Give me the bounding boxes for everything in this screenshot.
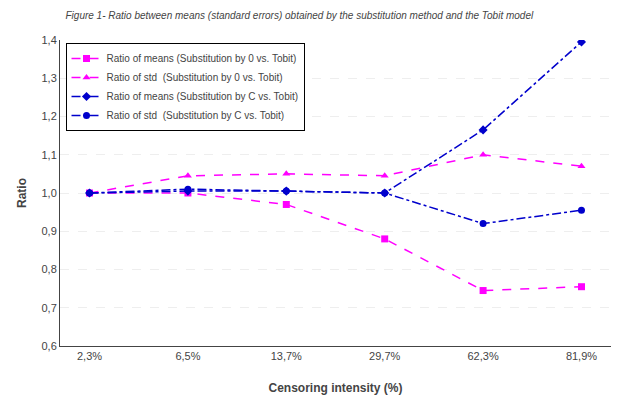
- svg-text:0,6: 0,6: [42, 340, 57, 352]
- svg-text:62,3%: 62,3%: [467, 350, 498, 362]
- svg-text:1,2: 1,2: [42, 110, 57, 122]
- svg-text:1,1: 1,1: [42, 149, 57, 161]
- svg-text:Ratio of std (Substitution by: Ratio of std (Substitution by C vs. Tobi…: [107, 110, 285, 121]
- svg-text:Figure 1- Ratio between means: Figure 1- Ratio between means (standard …: [66, 10, 534, 21]
- svg-text:1,0: 1,0: [42, 187, 57, 199]
- svg-text:2,3%: 2,3%: [77, 350, 102, 362]
- svg-text:6,5%: 6,5%: [175, 350, 200, 362]
- svg-text:0,7: 0,7: [42, 302, 57, 314]
- svg-text:Ratio of means (Substitution b: Ratio of means (Substitution by C vs. To…: [107, 91, 299, 102]
- svg-text:0,8: 0,8: [42, 263, 57, 275]
- svg-text:1,4: 1,4: [42, 34, 57, 46]
- svg-text:81,9%: 81,9%: [566, 350, 597, 362]
- svg-text:Censoring intensity (%): Censoring intensity (%): [268, 381, 402, 395]
- svg-text:Ratio: Ratio: [15, 178, 29, 208]
- svg-text:0,9: 0,9: [42, 225, 57, 237]
- svg-text:Ratio of std (Substitution by: Ratio of std (Substitution by 0 vs. Tobi…: [107, 72, 283, 83]
- svg-text:1,3: 1,3: [42, 72, 57, 84]
- svg-text:29,7%: 29,7%: [369, 350, 400, 362]
- svg-text:Ratio of means (Substitution b: Ratio of means (Substitution by 0 vs. To…: [107, 53, 297, 64]
- svg-text:13,7%: 13,7%: [271, 350, 302, 362]
